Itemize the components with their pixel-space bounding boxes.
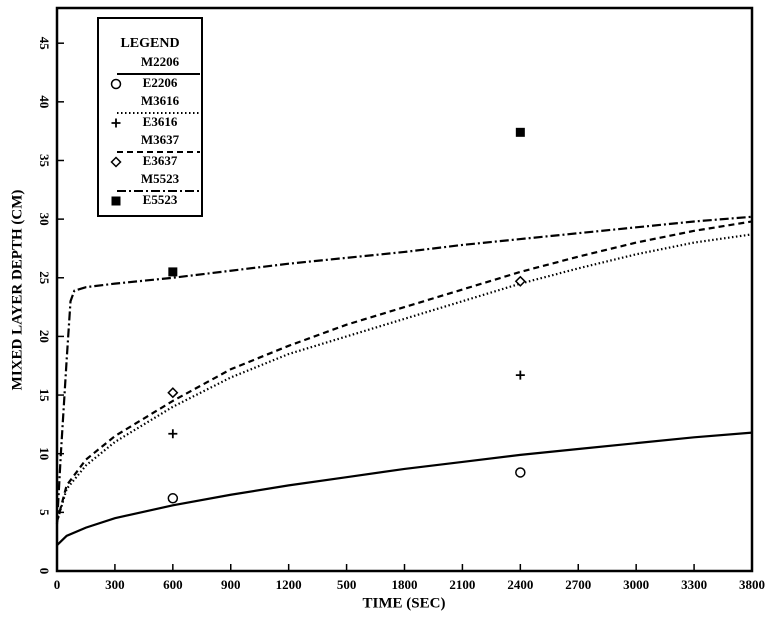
point [168, 267, 178, 277]
point [515, 127, 525, 137]
point [167, 387, 179, 399]
legend-label: M3616 [141, 93, 180, 108]
x-axis-label: TIME (SEC) [363, 595, 446, 611]
legend-marker [111, 196, 121, 206]
series-line [56, 431, 753, 546]
x-tick-label: 900 [221, 577, 241, 592]
y-tick-label: 20 [37, 330, 52, 343]
legend-label: E3637 [143, 153, 178, 168]
legend-title: LEGEND [120, 36, 179, 51]
x-tick-label: 1200 [276, 577, 302, 592]
x-tick-label: 3000 [623, 577, 649, 592]
x-tick-label: 1800 [392, 577, 418, 592]
legend-label: E3616 [143, 114, 178, 129]
legend-marker [110, 78, 122, 90]
x-tick-label: 3300 [681, 577, 707, 592]
y-tick-label: 45 [37, 37, 52, 51]
legend-box [97, 17, 203, 217]
legend-label: M3637 [141, 132, 180, 147]
legend-label: E2206 [143, 75, 178, 90]
legend-marker [110, 156, 122, 168]
point [514, 275, 526, 287]
legend-label: E5523 [143, 192, 178, 207]
series-line [55, 215, 753, 525]
series-line [55, 233, 753, 523]
y-axis-label: MIXED LAYER DEPTH (CM) [9, 190, 25, 391]
point [168, 429, 178, 439]
legend-label: M2206 [141, 54, 180, 69]
y-tick-label: 30 [37, 213, 52, 226]
legend-label: M5523 [141, 171, 180, 186]
x-tick-label: 600 [163, 577, 183, 592]
legend-marker [111, 118, 121, 128]
y-tick-label: 15 [37, 389, 52, 403]
point [515, 370, 525, 380]
series-line [55, 220, 753, 523]
point [167, 493, 179, 504]
x-tick-label: 300 [105, 577, 125, 592]
y-tick-label: 5 [37, 509, 52, 516]
x-tick-label: 2700 [565, 577, 591, 592]
x-tick-label: 0 [54, 577, 61, 592]
y-tick-label: 25 [37, 271, 52, 285]
point [515, 467, 526, 478]
x-tick-label: 2100 [449, 577, 475, 592]
x-tick-label: 2400 [507, 577, 533, 592]
y-tick-label: 40 [37, 95, 52, 108]
x-tick-label: 500 [337, 577, 357, 592]
y-tick-label: 35 [37, 154, 52, 168]
x-tick-label: 3800 [739, 577, 765, 592]
y-tick-label: 0 [37, 568, 52, 575]
y-tick-label: 10 [37, 447, 52, 460]
